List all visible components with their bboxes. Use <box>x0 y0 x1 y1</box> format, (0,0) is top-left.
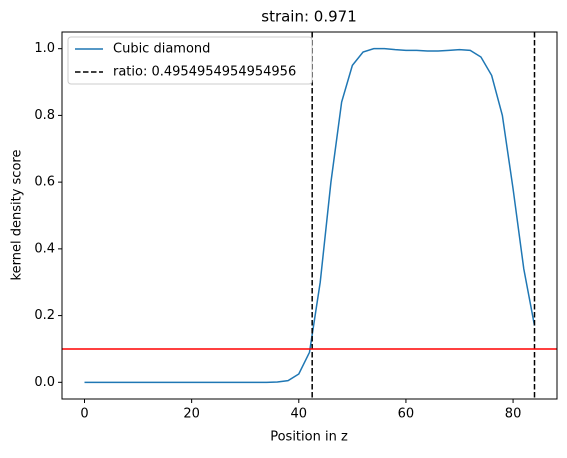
y-tick-label: 0.0 <box>34 375 55 390</box>
x-tick-label: 20 <box>183 407 200 422</box>
legend-box <box>67 36 313 85</box>
y-axis-label: kernel density score <box>10 150 25 281</box>
x-axis-label: Position in z <box>270 430 348 445</box>
legend-label: Cubic diamond <box>113 42 210 57</box>
x-tick-label: 0 <box>80 407 88 422</box>
y-tick-label: 1.0 <box>34 41 55 56</box>
y-tick-label: 0.2 <box>34 308 55 323</box>
axes-frame <box>61 31 558 400</box>
legend-label: ratio: 0.4954954954954956 <box>113 65 296 80</box>
x-tick-label: 40 <box>291 407 308 422</box>
y-tick-label: 0.8 <box>34 108 55 123</box>
data-line <box>84 47 536 384</box>
x-tick-label: 80 <box>505 407 522 422</box>
chart-title: strain: 0.971 <box>261 8 357 26</box>
y-tick-label: 0.4 <box>34 241 55 256</box>
y-tick-label: 0.6 <box>34 175 55 190</box>
x-tick-label: 60 <box>398 407 415 422</box>
